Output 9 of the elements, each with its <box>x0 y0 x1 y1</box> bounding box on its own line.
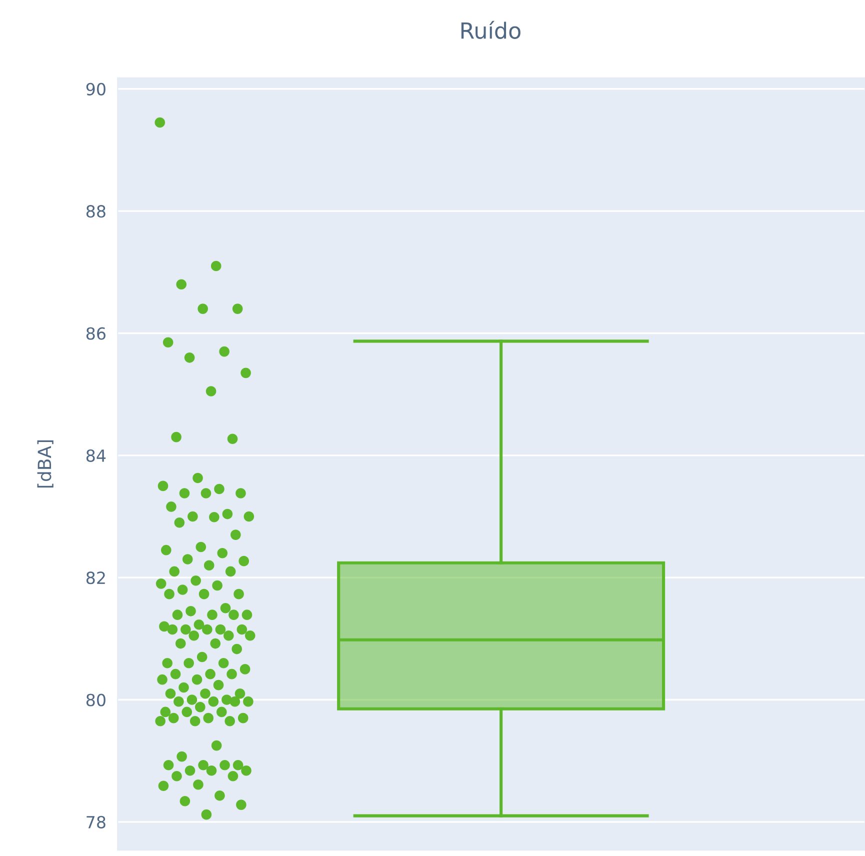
y-tick-label: 86 <box>86 327 106 340</box>
y-tick-label: 84 <box>86 449 106 462</box>
y-tick-label: 88 <box>86 205 106 218</box>
y-tick-label: 78 <box>86 816 106 828</box>
y-tick-label: 82 <box>86 572 105 584</box>
y-tick-label: 80 <box>86 694 106 706</box>
y-tick-label: 90 <box>86 82 106 96</box>
y-axis-title: [dBA] <box>37 440 54 488</box>
chart-title: Ruído <box>461 20 520 39</box>
